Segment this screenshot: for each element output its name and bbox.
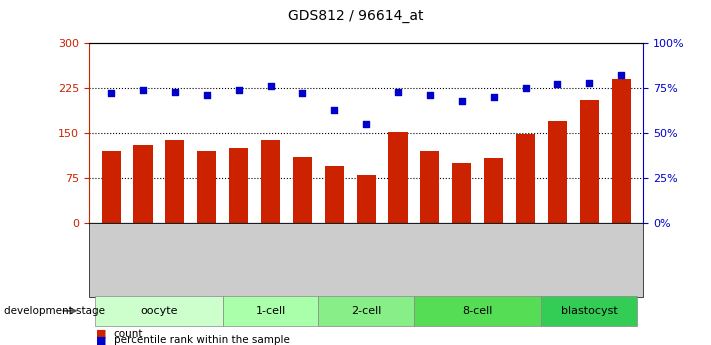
Bar — [516, 134, 535, 223]
Bar — [357, 175, 375, 223]
Point — [328, 107, 340, 112]
Point — [169, 89, 181, 94]
Bar — [229, 148, 248, 223]
Text: blastocyst: blastocyst — [561, 306, 618, 316]
Bar — [261, 140, 280, 223]
Point — [488, 94, 499, 100]
Point — [616, 73, 627, 78]
Bar — [134, 145, 153, 223]
Bar — [197, 151, 216, 223]
Text: 8-cell: 8-cell — [463, 306, 493, 316]
Point — [105, 91, 117, 96]
Bar — [548, 121, 567, 223]
Point — [584, 80, 595, 85]
Point — [233, 87, 245, 92]
Point — [520, 85, 531, 91]
Bar — [102, 151, 121, 223]
Point — [392, 89, 404, 94]
Text: count: count — [114, 329, 143, 338]
Text: development stage: development stage — [4, 306, 105, 316]
Text: 1-cell: 1-cell — [255, 306, 286, 316]
Point — [265, 83, 277, 89]
Text: ■: ■ — [96, 329, 107, 338]
Text: GDS812 / 96614_at: GDS812 / 96614_at — [288, 9, 423, 22]
Point — [552, 82, 563, 87]
Bar — [420, 151, 439, 223]
Bar — [166, 140, 184, 223]
Text: ■: ■ — [96, 335, 107, 345]
Point — [456, 98, 467, 103]
Point — [137, 87, 149, 92]
Bar — [293, 157, 312, 223]
Point — [424, 92, 436, 98]
Text: 2-cell: 2-cell — [351, 306, 381, 316]
Bar — [579, 100, 599, 223]
Text: oocyte: oocyte — [140, 306, 178, 316]
Bar — [388, 132, 407, 223]
Point — [360, 121, 372, 127]
Bar — [611, 79, 631, 223]
Bar — [484, 158, 503, 223]
Point — [296, 91, 308, 96]
Bar — [325, 166, 344, 223]
Point — [201, 92, 213, 98]
Text: percentile rank within the sample: percentile rank within the sample — [114, 335, 289, 345]
Bar — [452, 163, 471, 223]
